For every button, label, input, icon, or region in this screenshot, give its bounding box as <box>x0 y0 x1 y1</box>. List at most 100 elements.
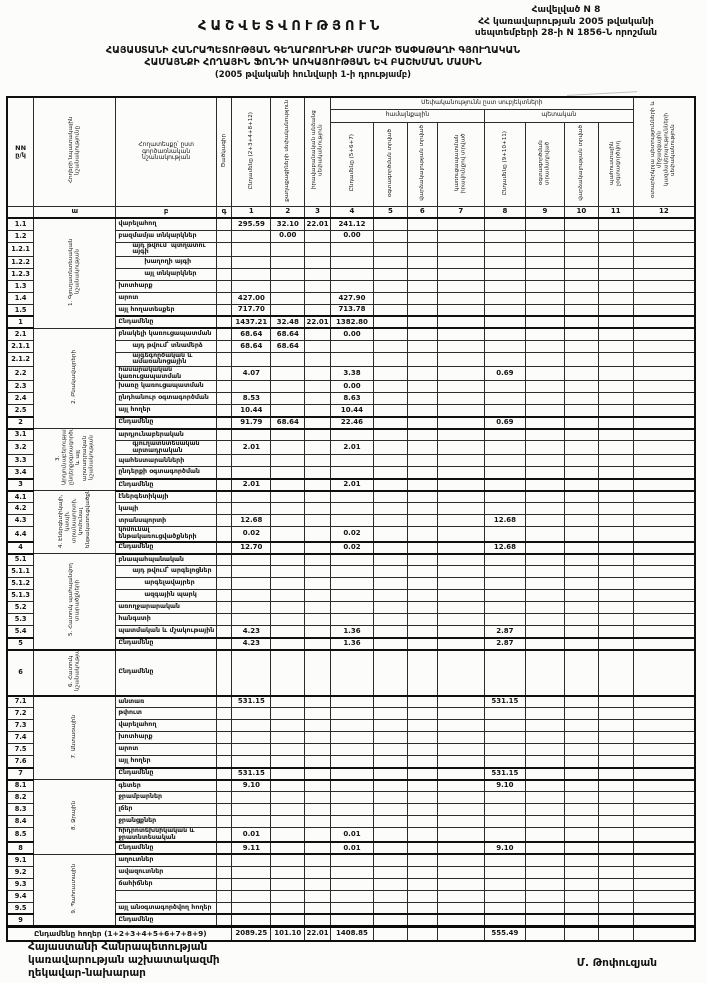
row-code: 3.3 <box>6 454 35 468</box>
cipher-cell <box>215 553 233 567</box>
row-code: 2 <box>6 415 35 430</box>
value-cell <box>597 540 634 555</box>
value-cell <box>304 380 331 394</box>
value-cell <box>329 707 375 721</box>
land-type-name: ջրամբարներ <box>115 791 217 805</box>
grand-total-row: Ընդամենը հողեր (1+2+3+4+5+6+7+8+9) 2089.2… <box>6 924 696 942</box>
value-cell <box>406 217 438 231</box>
value-cell <box>483 743 526 757</box>
value-cell <box>304 707 331 721</box>
column-number: 3 <box>304 205 331 219</box>
value-cell <box>373 791 408 805</box>
table-row: 7.6 այլ հողեր <box>6 755 696 769</box>
value-cell: 2.01 <box>231 477 272 492</box>
value-cell <box>436 315 485 330</box>
value-cell <box>436 613 485 627</box>
value-cell <box>373 428 408 442</box>
value-cell <box>483 339 526 353</box>
cipher-cell <box>215 853 233 867</box>
cipher-cell <box>215 466 233 480</box>
value-cell <box>563 815 599 829</box>
value-cell <box>270 625 306 639</box>
value-cell <box>304 540 331 555</box>
value-cell <box>563 565 599 579</box>
value-cell <box>597 392 634 406</box>
value-cell <box>632 415 696 430</box>
value-cell <box>524 454 565 468</box>
row-code: 1.1 <box>6 217 35 231</box>
value-cell <box>563 719 599 733</box>
row-code: 4.1 <box>6 490 35 504</box>
value-cell <box>483 791 526 805</box>
value-cell <box>231 428 272 442</box>
value-cell <box>524 589 565 603</box>
column-number: 9 <box>524 205 565 219</box>
value-cell <box>524 695 565 709</box>
land-type-name: կապի <box>115 502 217 516</box>
value-cell <box>304 454 331 468</box>
column-number: 2 <box>270 205 306 219</box>
row-code: 9.4 <box>6 889 35 903</box>
table-row: 6 6. Հատուկ նշանակության Ընդամենը <box>6 648 696 697</box>
value-cell <box>632 601 696 615</box>
value-cell <box>329 351 375 367</box>
row-code: 2.1 <box>6 327 35 341</box>
value-cell <box>406 540 438 555</box>
value-cell: 717.70 <box>231 303 272 317</box>
row-code: 1.2.3 <box>6 267 35 281</box>
column-header-1: Ընդամենը (2+3+4+8+12) <box>231 96 272 207</box>
value-cell <box>524 339 565 353</box>
value-cell <box>304 719 331 733</box>
table-row: 1 Ընդամենը 1437.21 32.48 22.01 1382.80 <box>6 315 696 330</box>
value-cell <box>563 577 599 591</box>
value-cell <box>436 695 485 709</box>
value-cell <box>524 719 565 733</box>
value-cell <box>329 803 375 817</box>
value-cell: 1408.85 <box>329 924 375 942</box>
value-cell <box>632 636 696 651</box>
value-cell <box>524 815 565 829</box>
value-cell <box>406 924 438 942</box>
value-cell <box>304 889 331 903</box>
value-cell <box>270 636 306 651</box>
value-cell <box>597 924 634 942</box>
value-cell <box>270 440 306 456</box>
row-code: 2.4 <box>6 392 35 406</box>
column-number: բ <box>115 205 217 219</box>
value-cell <box>304 303 331 317</box>
row-code: 1.2 <box>6 229 35 243</box>
value-cell <box>524 526 565 543</box>
cipher-cell <box>215 490 233 504</box>
value-cell <box>231 380 272 394</box>
value-cell <box>563 865 599 879</box>
value-cell <box>632 392 696 406</box>
cipher-cell <box>215 365 233 382</box>
value-cell <box>563 351 599 367</box>
value-cell: 68.64 <box>270 327 306 341</box>
value-cell <box>270 291 306 305</box>
value-cell <box>329 267 375 281</box>
value-cell <box>483 291 526 305</box>
value-cell <box>436 229 485 243</box>
value-cell <box>373 502 408 516</box>
land-type-name: գյուղատնտեսական արտադրական <box>115 440 217 456</box>
table-row: 3.1 3. Արդյունաբերության, ընդերքօգտագործմ… <box>6 428 696 492</box>
value-cell <box>563 901 599 915</box>
value-cell <box>231 351 272 367</box>
value-cell <box>406 827 438 843</box>
signature-block: Հայաստանի Հանրապետության կառավարության ա… <box>28 941 220 980</box>
value-cell <box>524 229 565 243</box>
row-code: 8 <box>6 841 35 856</box>
row-code: 5.4 <box>6 625 35 639</box>
value-cell <box>373 339 408 353</box>
table-row: 3.2 գյուղատնտեսական արտադրական 2.01 2.01 <box>6 440 696 456</box>
value-cell <box>436 791 485 805</box>
value-cell <box>406 695 438 709</box>
value-cell <box>483 901 526 915</box>
value-cell <box>304 490 331 504</box>
value-cell <box>524 613 565 627</box>
value-cell <box>597 648 634 697</box>
value-cell <box>524 601 565 615</box>
row-code: 8.2 <box>6 791 35 805</box>
value-cell <box>329 339 375 353</box>
